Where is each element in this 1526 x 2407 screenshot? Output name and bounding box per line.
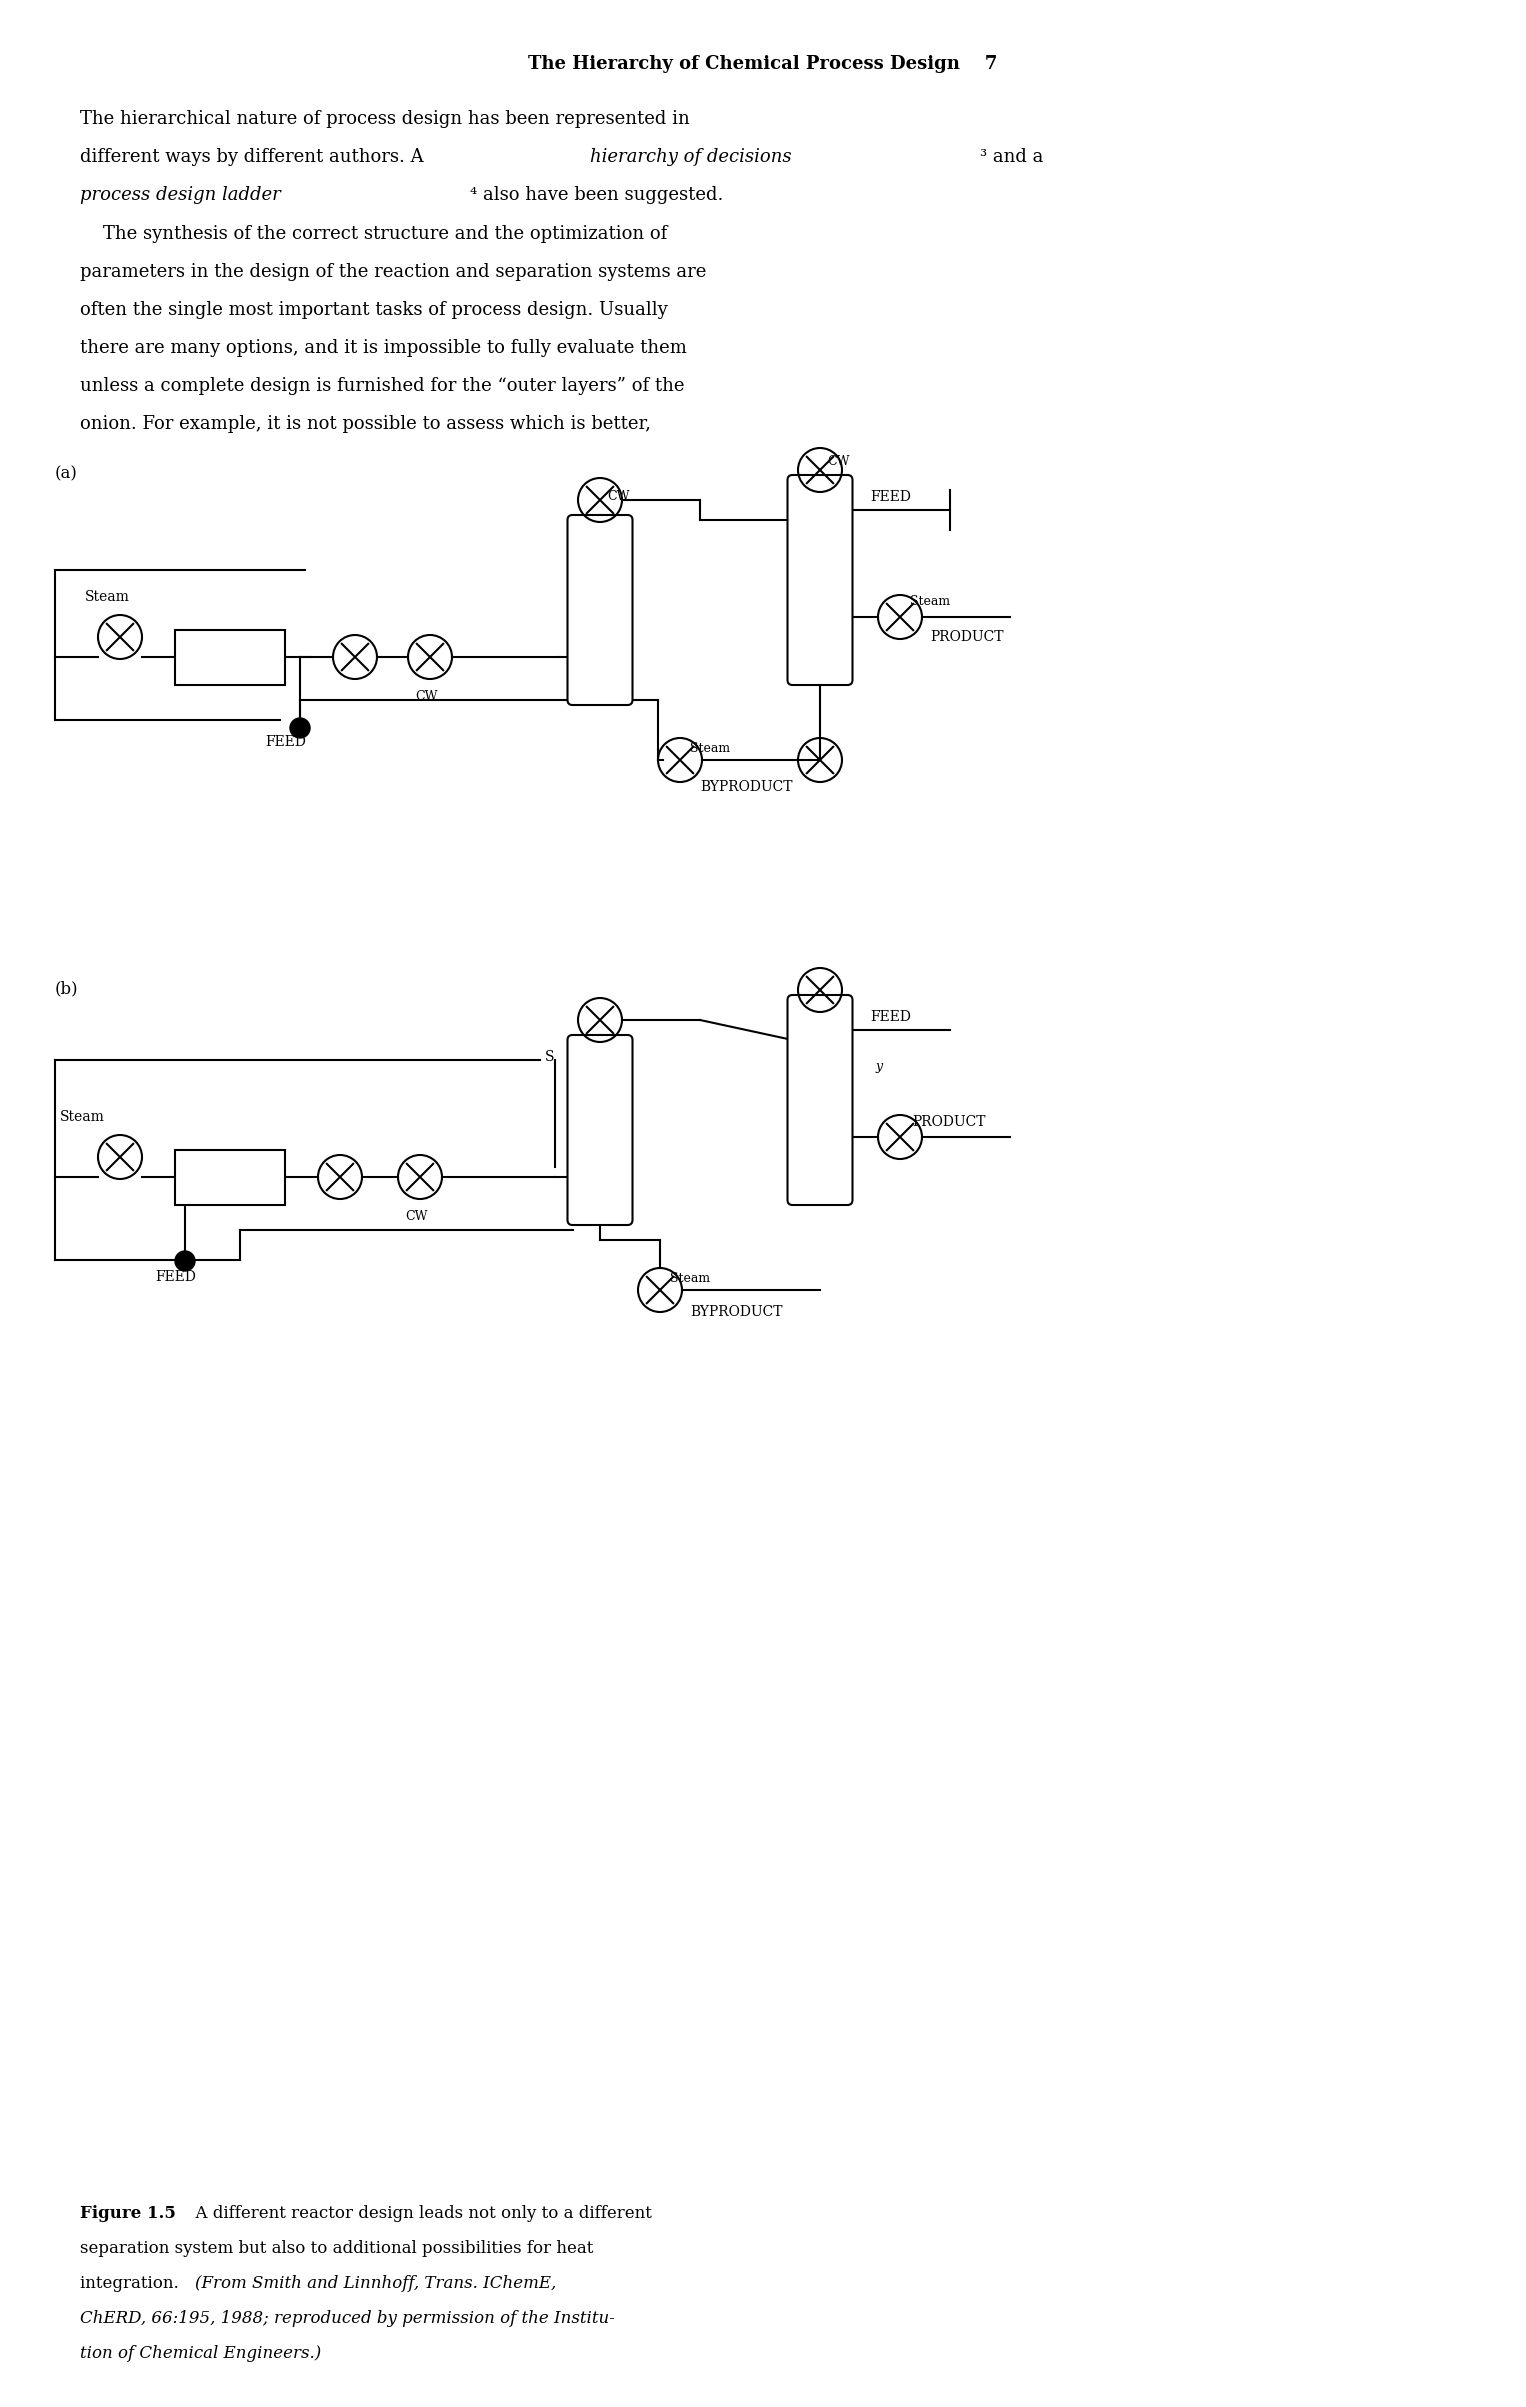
Text: tion of Chemical Engineers.): tion of Chemical Engineers.) [79, 2344, 322, 2361]
Text: Reactor: Reactor [203, 650, 258, 664]
Text: hierarchy of decisions: hierarchy of decisions [591, 147, 792, 166]
Text: unless a complete design is furnished for the “outer layers” of the: unless a complete design is furnished fo… [79, 378, 685, 395]
Text: Steam: Steam [690, 741, 729, 756]
Text: Steam: Steam [909, 595, 951, 609]
FancyBboxPatch shape [568, 515, 632, 705]
Text: CW: CW [415, 691, 438, 703]
Text: FEED: FEED [266, 734, 305, 749]
Text: CW: CW [607, 491, 630, 503]
Circle shape [175, 1252, 195, 1271]
Text: y: y [874, 1059, 882, 1074]
Text: onion. For example, it is not possible to assess which is better,: onion. For example, it is not possible t… [79, 414, 652, 433]
Text: Steam: Steam [85, 590, 130, 604]
Text: BYPRODUCT: BYPRODUCT [690, 1305, 783, 1319]
Text: BYPRODUCT: BYPRODUCT [700, 780, 792, 794]
Text: FEED: FEED [870, 1011, 911, 1023]
Text: ChERD, 66:195, 1988; reproduced by permission of the Institu-: ChERD, 66:195, 1988; reproduced by permi… [79, 2311, 615, 2328]
Text: A different reactor design leads not only to a different: A different reactor design leads not onl… [185, 2205, 652, 2222]
Text: FEED: FEED [156, 1271, 195, 1283]
Text: FEED: FEED [870, 491, 911, 503]
Text: The Hierarchy of Chemical Process Design    7: The Hierarchy of Chemical Process Design… [528, 55, 998, 72]
Bar [175, 1151, 285, 1206]
Text: often the single most important tasks of process design. Usually: often the single most important tasks of… [79, 301, 668, 320]
Text: Reactor: Reactor [203, 1170, 258, 1184]
Text: Figure 1.5: Figure 1.5 [79, 2205, 175, 2222]
Text: Steam: Steam [60, 1110, 105, 1124]
Text: there are many options, and it is impossible to fully evaluate them: there are many options, and it is imposs… [79, 339, 687, 356]
Text: PRODUCT: PRODUCT [929, 631, 1004, 645]
Text: Steam: Steam [670, 1271, 710, 1285]
Text: integration.: integration. [79, 2275, 189, 2291]
FancyBboxPatch shape [568, 1035, 632, 1225]
Text: CW: CW [404, 1211, 427, 1223]
Text: S: S [545, 1049, 554, 1064]
Text: ⁴ also have been suggested.: ⁴ also have been suggested. [470, 185, 723, 205]
Text: (b): (b) [55, 980, 79, 996]
Bar [175, 631, 285, 686]
Circle shape [290, 717, 310, 739]
Text: The hierarchical nature of process design has been represented in: The hierarchical nature of process desig… [79, 111, 690, 128]
Text: (From Smith and Linnhoff, Trans. IChemE,: (From Smith and Linnhoff, Trans. IChemE, [195, 2275, 557, 2291]
Text: The synthesis of the correct structure and the optimization of: The synthesis of the correct structure a… [79, 224, 667, 243]
Text: PRODUCT: PRODUCT [913, 1114, 986, 1129]
Text: parameters in the design of the reaction and separation systems are: parameters in the design of the reaction… [79, 262, 707, 282]
Text: separation system but also to additional possibilities for heat: separation system but also to additional… [79, 2241, 594, 2258]
Text: CW: CW [827, 455, 850, 467]
Text: (a): (a) [55, 465, 78, 481]
Text: ³ and a: ³ and a [980, 147, 1044, 166]
Text: different ways by different authors. A: different ways by different authors. A [79, 147, 429, 166]
FancyBboxPatch shape [787, 994, 853, 1206]
FancyBboxPatch shape [787, 474, 853, 686]
Text: process design ladder: process design ladder [79, 185, 281, 205]
